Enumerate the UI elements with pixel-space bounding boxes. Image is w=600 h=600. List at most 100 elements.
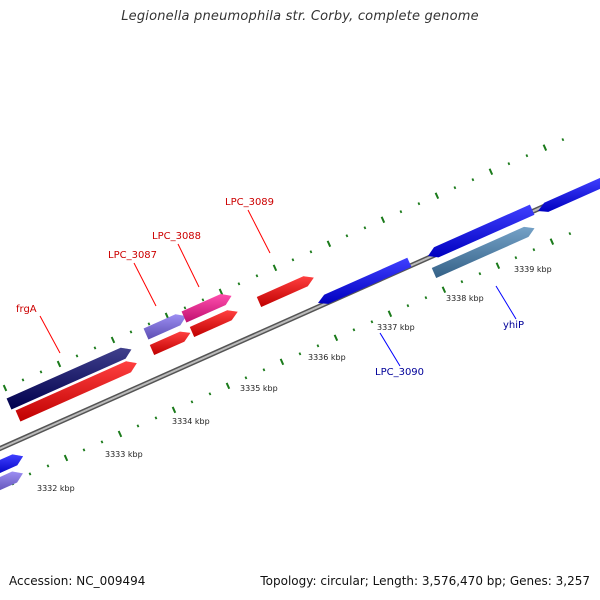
gene-right-edge-shading: [538, 178, 600, 212]
inner-track-tick: [532, 248, 536, 252]
gene-label-leaders: [39, 209, 517, 367]
inner-track-tick: [100, 440, 104, 444]
outer-track-tick: [147, 322, 151, 326]
outer-track-tick: [2, 384, 8, 392]
outer-track-tick: [363, 226, 367, 230]
outer-tick-track: [2, 138, 565, 392]
gene-LPC_3087-block: [143, 314, 187, 340]
outer-track-tick: [561, 138, 565, 142]
gene-frgA: [15, 361, 137, 422]
gene-frgA-shadow-shading: [6, 347, 132, 410]
gene-LPC_3088-block: [181, 294, 232, 323]
leader-LPC_3088: [177, 243, 200, 288]
outer-track-tick: [453, 186, 457, 190]
outer-track-tick: [110, 336, 116, 344]
outer-track-tick: [434, 192, 440, 200]
gene-features: [0, 178, 600, 491]
outer-track-tick: [93, 346, 97, 350]
gene-LPC_3087-block-shading: [143, 314, 187, 340]
gene-label-LPC_3090: LPC_3090: [375, 367, 424, 378]
outer-track-tick: [129, 330, 133, 334]
gene-LPC_3090-shading: [318, 257, 412, 304]
gene-label-LPC_3088: LPC_3088: [152, 231, 201, 242]
outer-track-tick: [75, 354, 79, 358]
leader-yhiP: [495, 285, 517, 320]
scale-label-3337: 3337 kbp: [377, 323, 415, 332]
accession-text: Accession: NC_009494: [9, 574, 146, 588]
genome-title: Legionella pneumophila str. Corby, compl…: [121, 9, 479, 24]
inner-track-tick: [208, 392, 212, 396]
inner-track-tick: [406, 304, 410, 308]
gene-LPC_3089: [256, 276, 314, 307]
gene-left-edge-blue: [0, 454, 24, 474]
outer-track-tick: [201, 298, 205, 302]
gene-frgA-shading: [15, 361, 137, 422]
gene-labels: frgA LPC_3087 LPC_3088 LPC_3089 LPC_3090…: [16, 197, 524, 378]
inner-track-tick: [28, 472, 32, 476]
inner-track-tick: [225, 382, 231, 390]
inner-track-tick: [460, 280, 464, 284]
inner-track-tick: [171, 406, 177, 414]
scale-label-3334: 3334 kbp: [172, 417, 210, 426]
gene-LPC_3087: [149, 331, 191, 355]
inner-track-tick: [63, 454, 69, 462]
outer-track-tick: [56, 360, 62, 368]
outer-track-tick: [507, 162, 511, 166]
inner-track-tick: [333, 334, 339, 342]
outer-track-tick: [291, 258, 295, 262]
genome-summary-text: Topology: circular; Length: 3,576,470 bp…: [260, 574, 590, 588]
gene-yhiP-neighbour: [428, 204, 535, 258]
gene-label-LPC_3087: LPC_3087: [108, 250, 157, 261]
gene-label-LPC_3089: LPC_3089: [225, 197, 274, 208]
gene-frgA-shadow: [6, 347, 132, 410]
outer-track-tick: [218, 288, 224, 296]
inner-track-tick: [514, 256, 518, 260]
inner-track-tick: [568, 232, 572, 236]
outer-track-tick: [255, 274, 259, 278]
inner-track-tick: [154, 416, 158, 420]
outer-track-tick: [237, 282, 241, 286]
outer-track-tick: [272, 264, 278, 272]
scale-label-3333: 3333 kbp: [105, 450, 143, 459]
inner-track-tick: [352, 328, 356, 332]
gene-LPC_3088: [189, 310, 238, 337]
inner-track-tick: [495, 262, 501, 270]
outer-track-tick: [345, 234, 349, 238]
scale-label-3332: 3332 kbp: [37, 484, 75, 493]
inner-track-tick: [244, 376, 248, 380]
leader-LPC_3087: [133, 262, 157, 307]
inner-track-tick: [190, 400, 194, 404]
scale-label-3336: 3336 kbp: [308, 353, 346, 362]
inner-track-tick: [298, 352, 302, 356]
scale-label-3335: 3335 kbp: [240, 384, 278, 393]
inner-track-tick: [478, 272, 482, 276]
outer-track-tick: [488, 168, 494, 176]
inner-track-tick: [549, 238, 555, 245]
gene-left-edge-purple-shading: [0, 471, 23, 491]
gene-LPC_3087-shading: [149, 331, 191, 355]
gene-yhiP-shading: [431, 226, 535, 278]
outer-track-tick: [21, 378, 25, 382]
inner-track-tick: [279, 358, 285, 366]
inner-track-tick: [424, 296, 428, 300]
leader-LPC_3090: [379, 332, 401, 367]
outer-track-tick: [525, 154, 529, 158]
inner-track-tick: [316, 344, 320, 348]
inner-track-tick: [117, 430, 123, 438]
gene-LPC_3088-shading: [189, 310, 238, 337]
gene-yhiP: [431, 226, 535, 278]
scale-labels: 3332 kbp 3333 kbp 3334 kbp 3335 kbp 3336…: [37, 265, 552, 493]
leader-LPC_3089: [247, 209, 271, 254]
gene-LPC_3089-shading: [256, 276, 314, 307]
inner-track-tick: [262, 368, 266, 372]
outer-track-tick: [183, 306, 187, 310]
gene-right-edge: [538, 178, 600, 212]
gene-left-edge-purple: [0, 471, 23, 491]
scale-label-3339: 3339 kbp: [514, 265, 552, 274]
leader-frgA: [39, 315, 61, 354]
outer-track-tick: [326, 240, 332, 248]
gene-left-edge-blue-shading: [0, 454, 24, 474]
inner-track-tick: [441, 286, 447, 294]
scale-label-3338: 3338 kbp: [446, 294, 484, 303]
